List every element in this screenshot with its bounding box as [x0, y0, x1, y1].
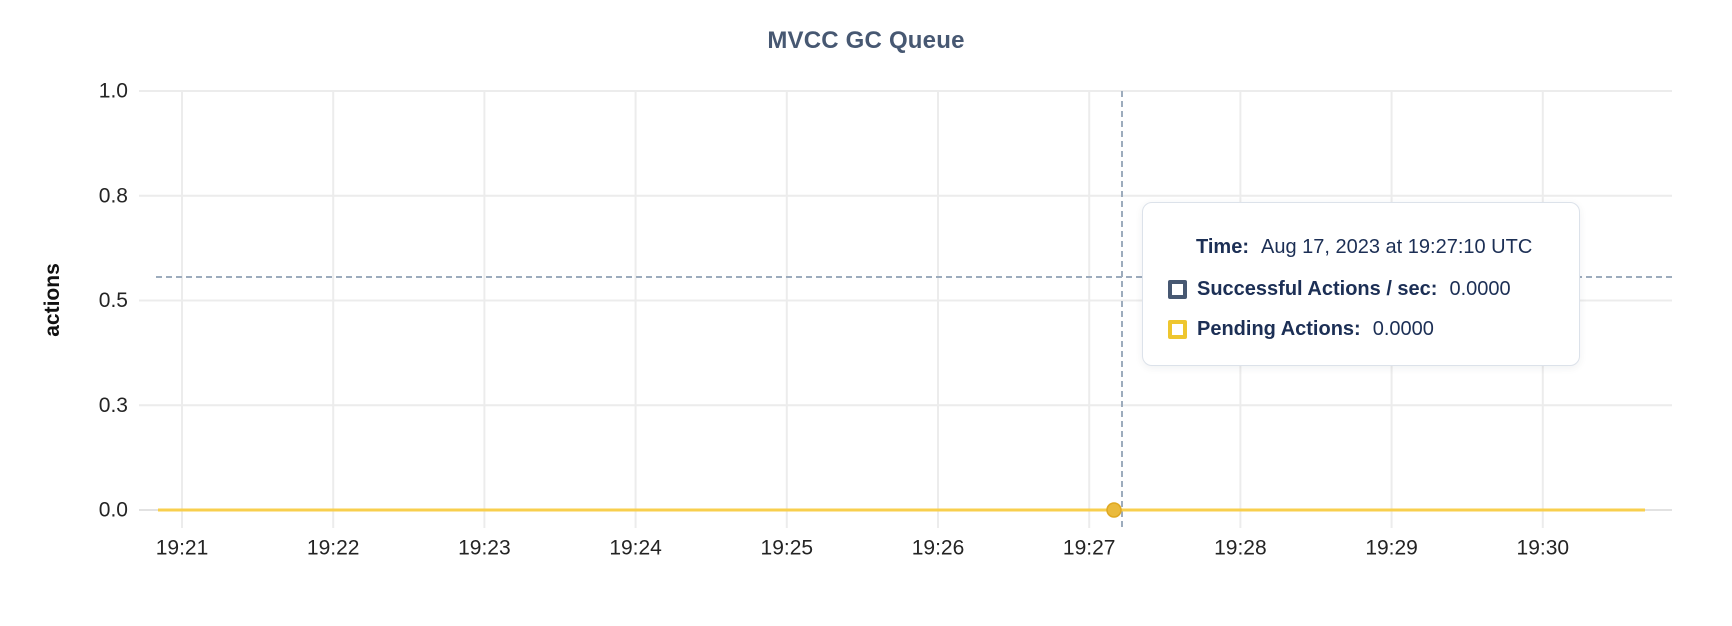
tooltip-time-row: Time: Aug 17, 2023 at 19:27:10 UTC — [1196, 234, 1532, 260]
tooltip-series-value: 0.0000 — [1372, 317, 1434, 340]
x-tick-label: 19:21 — [156, 537, 209, 560]
y-tick-label: 1.0 — [99, 80, 128, 103]
x-tick-label: 19:28 — [1214, 537, 1267, 560]
y-tick-label: 0.5 — [99, 289, 128, 312]
tooltip-time-label: Time: — [1196, 235, 1249, 258]
tooltip-series-row: Pending Actions: 0.0000 — [1168, 316, 1434, 342]
x-tick-label: 19:27 — [1063, 537, 1116, 560]
y-tick-label: 0.3 — [99, 394, 128, 417]
hover-point — [1106, 502, 1122, 518]
x-tick-label: 19:23 — [458, 537, 511, 560]
x-tick-label: 19:29 — [1365, 537, 1418, 560]
y-tick-label: 0.0 — [99, 499, 128, 522]
x-tick-label: 19:25 — [761, 537, 814, 560]
tooltip-series-value: 0.0000 — [1449, 277, 1511, 300]
tooltip-series-label: Pending Actions: — [1197, 317, 1361, 340]
y-tick-label: 0.8 — [99, 184, 128, 207]
x-tick-label: 19:30 — [1517, 537, 1570, 560]
tooltip-series-label: Successful Actions / sec: — [1197, 277, 1438, 300]
tooltip-time-value: Aug 17, 2023 at 19:27:10 UTC — [1260, 235, 1533, 258]
x-tick-label: 19:24 — [609, 537, 662, 560]
x-tick-label: 19:26 — [912, 537, 965, 560]
chart-title: MVCC GC Queue — [767, 27, 965, 54]
chart-tooltip: Time: Aug 17, 2023 at 19:27:10 UTC Succe… — [1142, 202, 1580, 366]
pending-actions-swatch-icon — [1168, 319, 1187, 339]
tooltip-series-row: Successful Actions / sec: 0.0000 — [1168, 276, 1511, 302]
successful-actions-swatch-icon — [1168, 279, 1187, 299]
x-tick-label: 19:22 — [307, 537, 360, 560]
